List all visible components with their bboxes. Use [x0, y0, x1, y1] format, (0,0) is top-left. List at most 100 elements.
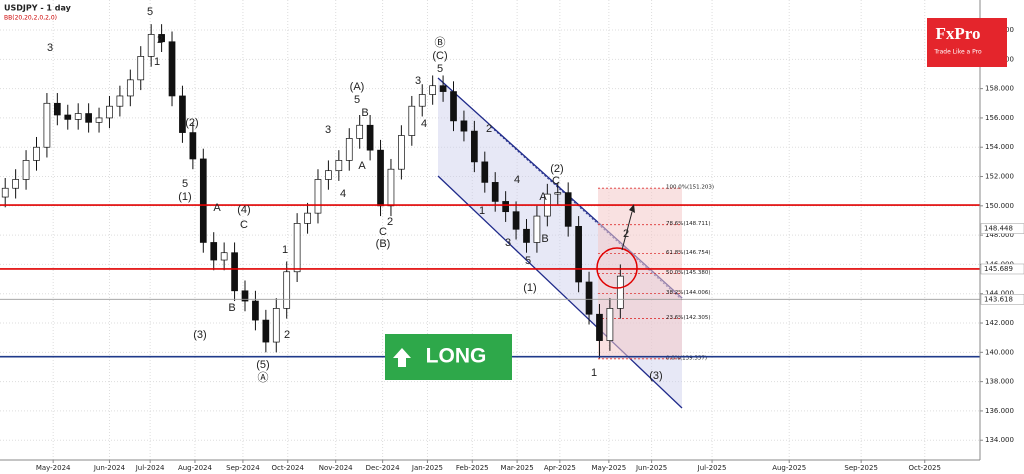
x-tick-label: Feb-2025: [456, 464, 489, 472]
wave-label: 5: [182, 178, 188, 190]
price-label: 145.689: [984, 265, 1013, 273]
candle-body: [418, 94, 426, 107]
candle-body: [199, 158, 207, 243]
wave-label: (A): [350, 81, 365, 93]
candle-body: [168, 41, 176, 97]
candle-body: [314, 179, 322, 214]
y-tick-label: 138.000: [985, 378, 1014, 386]
y-tick-label: 158.000: [985, 85, 1014, 93]
wave-label: 1: [154, 56, 160, 68]
fib-label: 38.2%(144.006): [666, 290, 711, 296]
wave-label: (1): [178, 191, 191, 203]
candles: [1, 24, 624, 359]
candle-body: [366, 124, 374, 151]
candle-body: [460, 120, 468, 132]
x-tick-label: May-2025: [591, 464, 626, 472]
candle-body: [12, 179, 19, 189]
fib-label: 61.8%(146.754): [666, 250, 711, 256]
candle-body: [325, 170, 332, 180]
price-marker: [980, 223, 1024, 234]
x-tick-label: Mar-2025: [501, 464, 534, 472]
y-tick-label: 156.000: [985, 114, 1014, 122]
candle-body: [158, 34, 165, 43]
candle-body: [137, 56, 145, 81]
wave-label: (5): [256, 359, 269, 371]
highlight-circle: [596, 247, 638, 289]
fib-label: 50.0%(145.380): [666, 270, 711, 276]
candle-body: [272, 308, 280, 343]
fib-label: 78.6%(148.711): [666, 221, 711, 227]
fib-label: 100.0%(151.203): [666, 185, 714, 191]
wave-label: 5: [147, 6, 153, 18]
candle-body: [189, 132, 197, 160]
logo: FxPro: [935, 24, 980, 43]
wave-label: Ⓑ: [435, 36, 446, 49]
x-tick-label: Jul-2025: [697, 464, 727, 472]
candle-body: [398, 135, 405, 170]
wave-label: (2): [550, 163, 563, 175]
wave-label: (B): [376, 238, 391, 250]
fib-label: 0.0%(139.557): [666, 355, 707, 361]
candle-body: [1, 187, 9, 198]
x-tick-label: Sep-2025: [844, 464, 878, 472]
candle-body: [220, 252, 228, 261]
price-label: 143.618: [984, 295, 1013, 303]
indicator-label: BB(20,20,2,0,2,0): [4, 15, 57, 22]
candle-body: [241, 290, 249, 302]
wave-label: A: [213, 202, 221, 214]
candle-body: [554, 192, 562, 195]
wave-label: 4: [421, 118, 427, 130]
logo-box: [927, 18, 1007, 67]
candle-body: [606, 308, 614, 341]
candle-body: [64, 114, 72, 120]
wave-label: (3): [649, 370, 662, 382]
candle-body: [585, 281, 593, 315]
candle-body: [293, 223, 301, 273]
wave-label: Ⓐ: [258, 371, 269, 384]
x-tick-label: Dec-2024: [366, 464, 400, 472]
wave-label: 2: [284, 329, 290, 341]
wave-label: B: [541, 233, 548, 245]
y-tick-label: 154.000: [985, 143, 1014, 151]
candle-body: [377, 149, 384, 207]
wave-label: B: [361, 107, 368, 119]
wave-label: (3): [193, 329, 206, 341]
arrow-head: [629, 204, 635, 213]
candle-body: [596, 313, 603, 341]
candle-body: [429, 85, 437, 95]
candle-body: [252, 300, 259, 321]
x-tick-label: Jun-2024: [93, 464, 126, 472]
candle-body: [564, 192, 572, 227]
candle-body: [471, 130, 478, 163]
wave-label: 2: [157, 34, 163, 46]
candle-body: [147, 34, 155, 57]
candle-body: [387, 168, 395, 207]
wave-label: A: [539, 191, 547, 203]
candle-body: [533, 215, 541, 243]
candle-body: [95, 117, 103, 123]
x-tick-label: Nov-2024: [319, 464, 353, 472]
wave-label: 2: [623, 228, 629, 240]
candle-body: [304, 212, 311, 224]
candle-body: [33, 146, 40, 161]
wave-label: B: [228, 302, 235, 314]
candle-body: [575, 225, 582, 283]
x-tick-label: Aug-2024: [178, 464, 213, 472]
x-tick-label: Sep-2024: [226, 464, 260, 472]
y-tick-label: 148.000: [985, 231, 1014, 239]
candle-body: [450, 91, 457, 122]
y-tick-label: 150.000: [985, 202, 1014, 210]
candle-body: [283, 271, 291, 309]
price-label: 148.448: [984, 225, 1013, 233]
candle-body: [345, 138, 353, 161]
wave-label: 5: [354, 94, 360, 106]
x-tick-label: Oct-2025: [909, 464, 941, 472]
wave-label: C: [552, 175, 560, 187]
wave-label: 2: [387, 216, 393, 228]
candle-body: [491, 182, 499, 202]
candle-body: [439, 85, 447, 92]
chart-title: USDJPY - 1 day: [4, 4, 72, 13]
x-tick-label: Apr-2025: [544, 464, 576, 472]
y-tick-label: 140.000: [985, 348, 1014, 356]
